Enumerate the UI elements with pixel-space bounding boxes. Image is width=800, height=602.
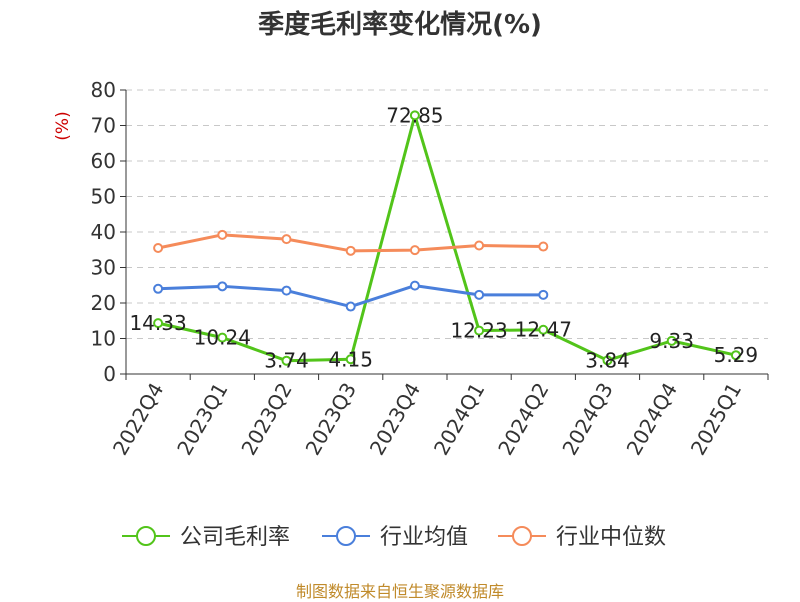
data-point <box>281 234 292 245</box>
data-label: 5.29 <box>714 343 759 367</box>
data-label: 12.47 <box>515 318 572 342</box>
legend-label: 公司毛利率 <box>180 525 290 550</box>
y-tick-label: 80 <box>91 78 116 102</box>
data-label: 3.84 <box>585 348 630 372</box>
data-point <box>217 281 228 292</box>
y-tick-label: 20 <box>91 291 116 315</box>
x-tick-label: 2024Q4 <box>622 379 682 460</box>
y-tick-label: 60 <box>91 149 116 173</box>
data-label: 12.23 <box>450 319 507 343</box>
chart-title: 季度毛利率变化情况(%) <box>258 10 542 40</box>
data-point <box>730 350 741 361</box>
data-point <box>153 283 164 294</box>
data-label: 9.33 <box>649 329 694 353</box>
x-tick-label: 2023Q2 <box>236 379 296 460</box>
x-tick-label: 2024Q3 <box>557 379 617 460</box>
data-label: 14.33 <box>129 311 186 335</box>
data-point <box>409 245 420 256</box>
data-point <box>474 289 485 300</box>
y-tick-label: 70 <box>91 114 116 138</box>
x-tick-label: 2023Q3 <box>301 379 361 460</box>
x-tick-label: 2024Q1 <box>429 379 489 460</box>
x-tick-label: 2023Q1 <box>172 379 232 460</box>
data-point <box>602 355 613 366</box>
data-point <box>666 335 677 346</box>
data-point <box>538 289 549 300</box>
data-label: 3.74 <box>264 349 309 373</box>
source-note: 制图数据来自恒生聚源数据库 <box>295 582 504 601</box>
y-tick-label: 40 <box>91 220 116 244</box>
y-tick-label: 50 <box>91 185 116 209</box>
data-point <box>538 324 549 335</box>
legend-swatch-marker <box>136 526 156 546</box>
legend-swatch-marker <box>512 526 532 546</box>
y-tick-label: 0 <box>103 362 116 386</box>
data-point <box>217 229 228 240</box>
data-label: 4.15 <box>328 347 373 371</box>
data-point <box>538 241 549 252</box>
data-label: 72.85 <box>386 103 443 127</box>
x-tick-label: 2023Q4 <box>365 379 425 460</box>
y-tick-label: 30 <box>91 256 116 280</box>
legend: 公司毛利率 行业均值 行业中位数 <box>122 525 666 550</box>
data-point <box>153 242 164 253</box>
data-point <box>409 110 420 121</box>
data-point <box>345 354 356 365</box>
legend-swatch-marker <box>336 526 356 546</box>
series-line <box>157 113 737 363</box>
x-tick-label: 2022Q4 <box>108 379 168 460</box>
data-point <box>217 332 228 343</box>
data-point <box>474 325 485 336</box>
legend-label: 行业均值 <box>380 525 468 550</box>
y-axis-label: (%) <box>53 111 73 140</box>
data-point <box>409 280 420 291</box>
legend-label: 行业中位数 <box>556 525 666 550</box>
series <box>153 110 741 366</box>
y-tick-label: 10 <box>91 327 116 351</box>
data-point <box>345 245 356 256</box>
data-point <box>153 318 164 329</box>
data-labels: 14.33 10.24 3.74 4.15 72.85 12.23 12.47 3.84 9.3… <box>129 103 758 372</box>
data-point <box>474 240 485 251</box>
data-label: 10.24 <box>194 326 251 350</box>
data-point <box>281 355 292 366</box>
x-tick-label: 2024Q2 <box>493 379 553 460</box>
data-point <box>281 285 292 296</box>
x-tick-label: 2025Q1 <box>686 379 746 460</box>
data-point <box>345 301 356 312</box>
gridlines <box>126 89 768 339</box>
